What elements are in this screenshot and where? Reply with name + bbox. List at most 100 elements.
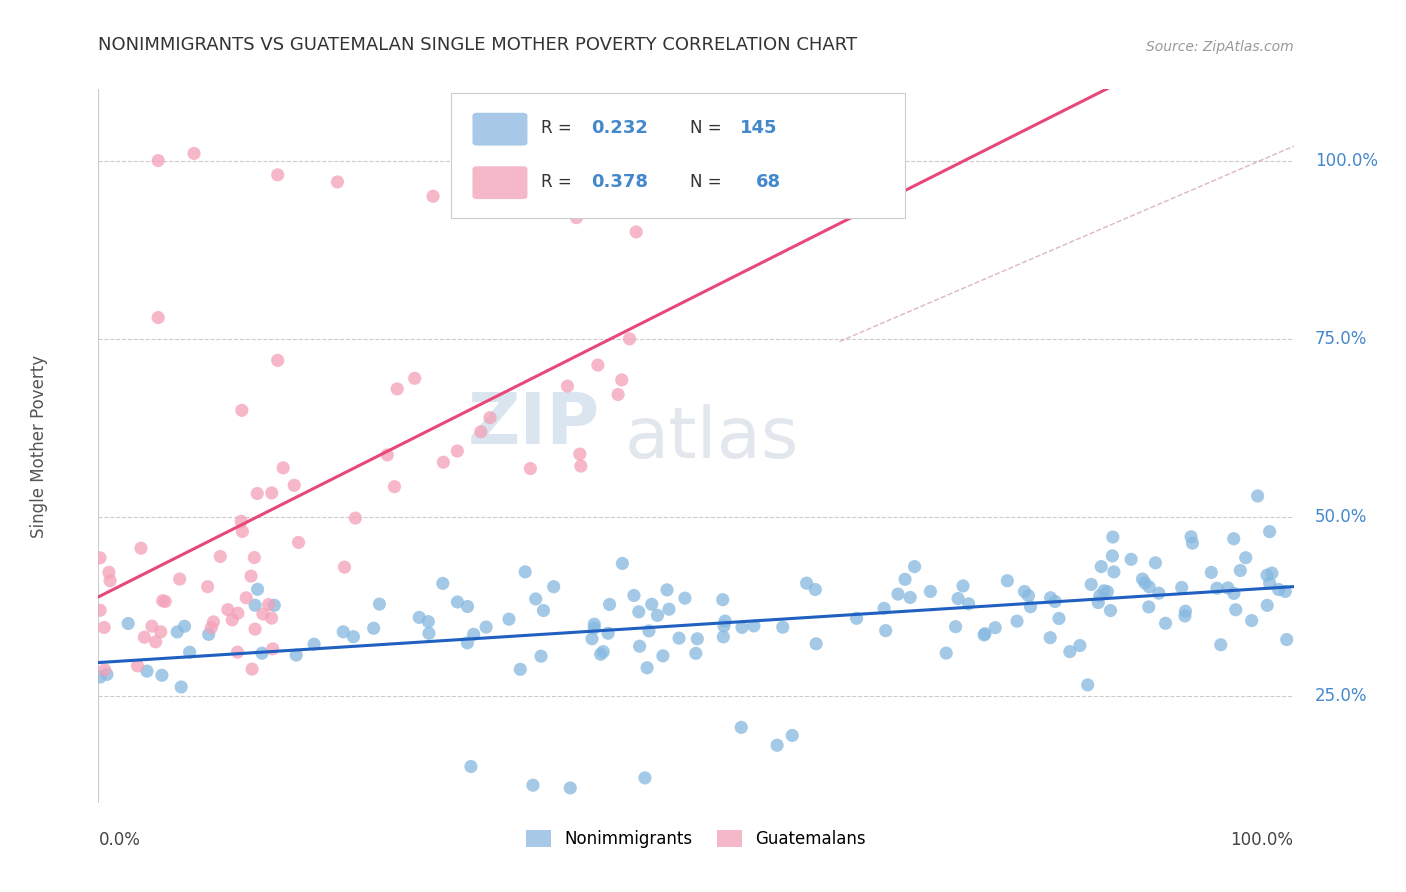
Point	[250, 646, 273, 660]
Point	[1014, 584, 1036, 599]
FancyBboxPatch shape	[451, 93, 905, 218]
Point	[1039, 591, 1062, 605]
Point	[1234, 550, 1257, 565]
Point	[155, 594, 177, 608]
Point	[136, 664, 159, 678]
Text: N =: N =	[690, 120, 727, 137]
Point	[1144, 556, 1167, 570]
Point	[524, 591, 547, 606]
Point	[1137, 599, 1160, 614]
Point	[267, 353, 290, 368]
Point	[581, 632, 603, 646]
Point	[560, 780, 582, 795]
Point	[404, 371, 426, 385]
Point	[1019, 599, 1042, 614]
Point	[235, 591, 257, 605]
Point	[257, 598, 280, 612]
Point	[384, 480, 406, 494]
Point	[217, 602, 239, 616]
Point	[446, 595, 468, 609]
Point	[226, 606, 249, 620]
Point	[260, 486, 283, 500]
Point	[148, 310, 170, 325]
Point	[569, 458, 592, 473]
Point	[636, 661, 658, 675]
Point	[533, 603, 555, 617]
Point	[1174, 609, 1197, 624]
Point	[263, 599, 285, 613]
Point	[98, 574, 121, 588]
Text: 25.0%: 25.0%	[1315, 687, 1368, 705]
Text: Source: ZipAtlas.com: Source: ZipAtlas.com	[1146, 39, 1294, 54]
Point	[1258, 576, 1281, 591]
Point	[742, 619, 765, 633]
Point	[796, 576, 818, 591]
Point	[1017, 589, 1039, 603]
Point	[628, 639, 651, 653]
Text: 75.0%: 75.0%	[1315, 330, 1368, 348]
Point	[117, 616, 139, 631]
Point	[197, 627, 219, 641]
Point	[134, 630, 156, 644]
Point	[221, 613, 243, 627]
Point	[711, 592, 734, 607]
Point	[1005, 614, 1028, 628]
Point	[141, 619, 163, 633]
Point	[607, 387, 630, 401]
Point	[498, 612, 520, 626]
Point	[945, 620, 967, 634]
Point	[522, 778, 544, 792]
Point	[623, 589, 645, 603]
Point	[543, 580, 565, 594]
Point	[641, 597, 664, 611]
Point	[1274, 584, 1296, 599]
Point	[1209, 638, 1232, 652]
Point	[1275, 632, 1298, 647]
Point	[1206, 581, 1229, 595]
Text: R =: R =	[541, 120, 576, 137]
Point	[470, 425, 492, 439]
Point	[432, 576, 454, 591]
Point	[1080, 577, 1102, 591]
Point	[1133, 575, 1156, 590]
Legend: Nonimmigrants, Guatemalans: Nonimmigrants, Guatemalans	[519, 823, 873, 855]
Point	[1256, 599, 1278, 613]
Point	[995, 574, 1018, 588]
Point	[973, 628, 995, 642]
Point	[509, 662, 531, 676]
Point	[731, 620, 754, 634]
Point	[93, 663, 115, 677]
Text: 100.0%: 100.0%	[1230, 831, 1294, 849]
Point	[935, 646, 957, 660]
Point	[714, 614, 737, 628]
Point	[1223, 586, 1246, 600]
Point	[479, 410, 502, 425]
Point	[1097, 584, 1119, 599]
Point	[1216, 581, 1239, 595]
Point	[183, 146, 205, 161]
Point	[252, 607, 274, 621]
Point	[418, 615, 440, 629]
Point	[586, 358, 609, 372]
Point	[1101, 530, 1123, 544]
Point	[287, 535, 309, 549]
Point	[1181, 536, 1204, 550]
Point	[583, 617, 606, 632]
Point	[149, 624, 172, 639]
Point	[506, 203, 529, 218]
Point	[408, 610, 430, 624]
Point	[920, 584, 942, 599]
Point	[202, 615, 225, 629]
Point	[170, 680, 193, 694]
Point	[1201, 566, 1223, 580]
Point	[1170, 581, 1192, 595]
Point	[596, 626, 619, 640]
Text: 0.0%: 0.0%	[98, 831, 141, 849]
Point	[1258, 524, 1281, 539]
Point	[952, 579, 974, 593]
Point	[460, 759, 482, 773]
Point	[780, 728, 803, 742]
Point	[619, 332, 641, 346]
Point	[145, 635, 167, 649]
Point	[127, 658, 149, 673]
